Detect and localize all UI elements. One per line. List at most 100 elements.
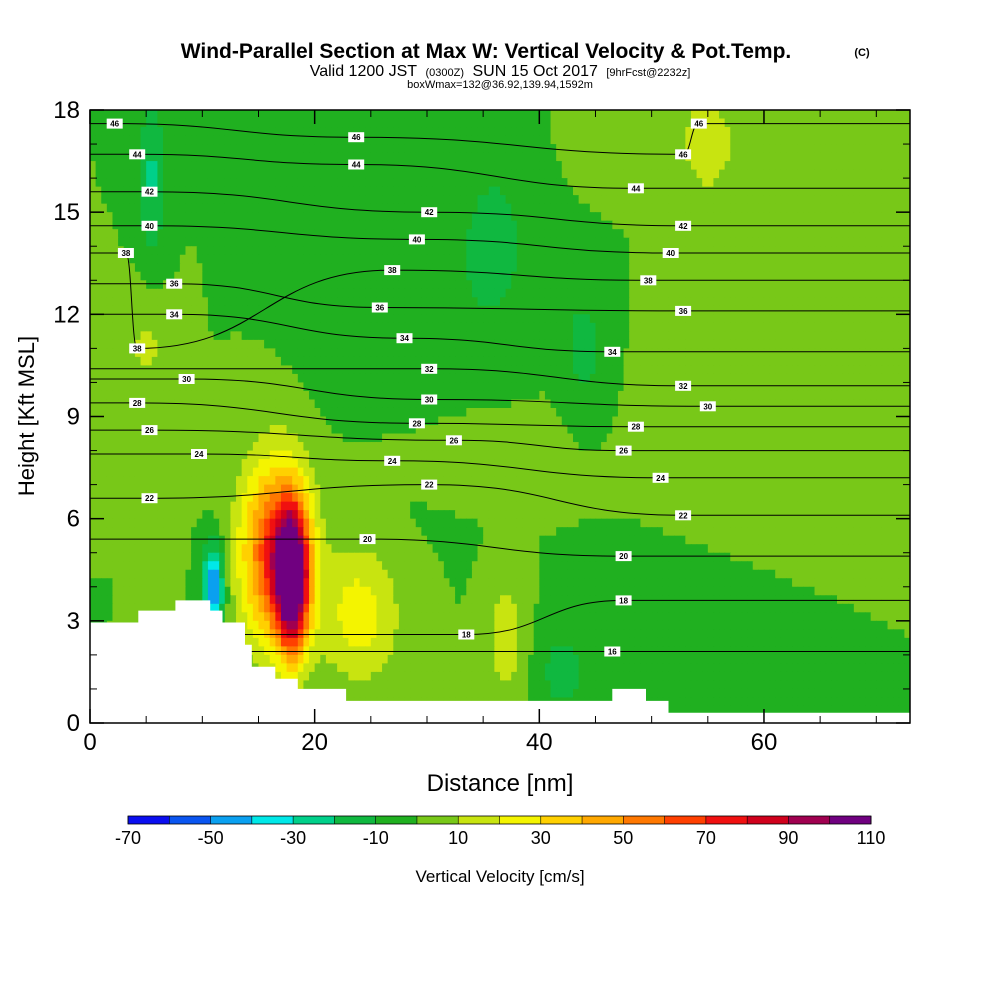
w-cell: [836, 144, 844, 154]
w-cell: [820, 195, 827, 205]
w-cell: [505, 135, 512, 145]
w-cell: [415, 280, 422, 290]
w-cell: [769, 127, 776, 137]
w-cell: [898, 348, 905, 358]
w-cell: [185, 263, 192, 273]
w-cell: [601, 203, 608, 213]
w-cell: [556, 331, 563, 341]
w-cell: [365, 212, 372, 222]
w-cell: [247, 365, 254, 375]
w-cell: [713, 118, 720, 128]
w-cell: [477, 339, 484, 349]
w-cell: [719, 356, 726, 367]
w-cell: [252, 263, 260, 273]
w-cell: [207, 305, 215, 315]
w-cell: [398, 118, 406, 128]
w-cell: [893, 322, 900, 332]
w-cell: [702, 314, 709, 324]
w-cell: [668, 390, 675, 401]
w-cell: [455, 118, 462, 128]
w-cell: [836, 382, 844, 392]
w-cell: [758, 373, 765, 384]
w-cell: [836, 220, 844, 230]
w-cell: [881, 229, 889, 239]
w-cell: [668, 237, 675, 247]
w-cell: [494, 229, 501, 239]
w-cell: [853, 220, 861, 230]
w-cell: [438, 322, 445, 332]
w-cell: [376, 263, 383, 273]
w-cell: [477, 186, 484, 196]
w-cell: [629, 382, 636, 392]
w-cell: [865, 322, 872, 332]
w-cell: [331, 118, 338, 128]
w-cell: [280, 314, 288, 324]
w-cell: [146, 254, 153, 264]
w-cell: [668, 271, 675, 281]
w-cell: [797, 212, 804, 222]
w-cell: [219, 356, 226, 367]
w-cell: [814, 271, 821, 281]
w-cell: [865, 263, 872, 273]
w-cell: [309, 220, 316, 230]
w-cell: [690, 297, 698, 307]
w-cell: [775, 280, 782, 290]
w-cell: [264, 254, 271, 264]
w-cell: [224, 135, 232, 145]
w-cell: [202, 390, 209, 401]
w-cell: [511, 297, 518, 307]
w-cell: [859, 263, 866, 273]
w-cell: [112, 246, 119, 256]
w-cell: [337, 288, 344, 298]
w-cell: [376, 322, 383, 332]
w-cell: [258, 169, 265, 179]
w-cell: [662, 390, 670, 401]
w-cell: [898, 331, 905, 341]
w-cell: [342, 186, 349, 196]
w-cell: [101, 220, 108, 230]
w-cell: [808, 314, 816, 324]
w-cell: [185, 118, 192, 128]
w-cell: [707, 246, 715, 256]
w-cell: [696, 186, 703, 196]
w-cell: [404, 271, 411, 281]
w-cell: [236, 186, 243, 196]
w-cell: [612, 203, 619, 213]
w-cell: [241, 322, 248, 332]
w-cell: [662, 254, 670, 264]
w-cell: [567, 356, 574, 367]
w-cell: [471, 144, 479, 154]
w-cell: [269, 152, 276, 162]
w-cell: [735, 390, 743, 401]
w-cell: [213, 144, 220, 154]
w-cell: [808, 365, 816, 375]
w-cell: [662, 305, 670, 315]
w-cell: [578, 288, 585, 298]
w-cell: [297, 322, 305, 332]
w-cell: [286, 152, 293, 162]
w-cell: [449, 178, 456, 188]
w-cell: [634, 339, 642, 349]
w-cell: [567, 118, 574, 128]
w-cell: [112, 127, 119, 137]
w-cell: [314, 135, 321, 145]
w-cell: [696, 263, 703, 273]
w-cell: [90, 390, 97, 401]
w-cell: [629, 288, 636, 298]
w-cell: [191, 178, 198, 188]
w-cell: [544, 246, 552, 256]
w-cell: [735, 237, 743, 247]
w-cell: [466, 152, 473, 162]
w-cell: [634, 280, 642, 290]
w-cell: [500, 186, 507, 196]
w-cell: [887, 365, 894, 375]
w-cell: [303, 118, 310, 128]
w-cell: [449, 280, 456, 290]
w-cell: [679, 356, 686, 367]
w-cell: [578, 135, 585, 145]
w-cell: [376, 178, 383, 188]
w-cell: [320, 373, 327, 384]
w-cell: [814, 339, 821, 349]
w-cell: [252, 365, 260, 375]
w-cell: [679, 178, 686, 188]
